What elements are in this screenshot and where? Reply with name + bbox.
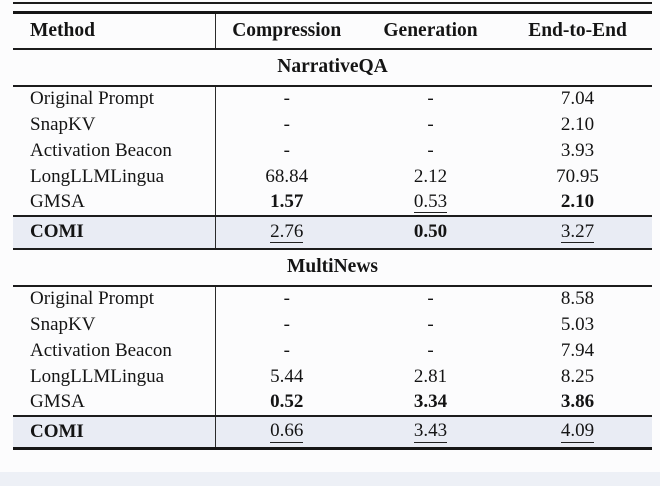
column-header-generation: Generation: [358, 11, 503, 50]
comi-highlight-row: COMI 0.66 3.43 4.09: [13, 415, 652, 450]
page-bottom-margin: [0, 472, 660, 486]
table-row: GMSA 0.52 3.34 3.86: [13, 389, 652, 417]
compression-value: -: [283, 88, 290, 109]
table-row: LongLLMLingua 5.44 2.81 8.25: [13, 363, 652, 390]
method-name: COMI: [30, 221, 84, 242]
end-to-end-value: 2.10: [560, 113, 595, 135]
table-row: Original Prompt - - 7.04: [13, 85, 652, 112]
generation-value: -: [427, 88, 434, 109]
generation-value: -: [427, 288, 434, 309]
compression-value: -: [283, 288, 290, 309]
table-row: GMSA 1.57 0.53 2.10: [13, 189, 652, 217]
generation-value: 0.50: [413, 221, 448, 242]
generation-value: 2.81: [413, 365, 448, 387]
end-to-end-value: 8.58: [560, 288, 595, 309]
generation-value: -: [427, 139, 434, 161]
end-to-end-value: 3.27: [560, 220, 595, 244]
table-row: Activation Beacon - - 7.94: [13, 337, 652, 364]
column-header-method: Method: [13, 11, 216, 50]
method-name: SnapKV: [30, 313, 96, 335]
method-name: LongLLMLingua: [30, 165, 165, 187]
section-title: MultiNews: [13, 248, 652, 287]
end-to-end-value: 3.93: [560, 139, 595, 161]
compression-value: 5.44: [270, 365, 304, 387]
generation-value: 3.34: [413, 391, 448, 412]
compression-value: 2.76: [270, 220, 304, 244]
column-header-end-to-end: End-to-End: [503, 11, 652, 50]
end-to-end-value: 70.95: [556, 165, 599, 187]
compression-value: 68.84: [265, 165, 309, 187]
section-title: NarrativeQA: [13, 48, 652, 87]
section-header-multinews: MultiNews: [13, 248, 652, 287]
method-name: COMI: [30, 420, 84, 442]
compression-value: -: [283, 339, 290, 361]
end-to-end-value: 4.09: [560, 420, 595, 444]
method-name: SnapKV: [30, 113, 96, 135]
method-name: Original Prompt: [30, 288, 155, 309]
section-header-narrativeqa: NarrativeQA: [13, 48, 652, 87]
end-to-end-value: 5.03: [560, 313, 595, 335]
method-name: GMSA: [30, 191, 85, 212]
table-row: Original Prompt - - 8.58: [13, 285, 652, 312]
table-header-row: Method Compression Generation End-to-End: [13, 11, 652, 50]
compression-value: 1.57: [270, 191, 304, 212]
column-header-compression: Compression: [215, 11, 358, 50]
end-to-end-value: 8.25: [560, 365, 595, 387]
results-table: Method Compression Generation End-to-End…: [13, 11, 652, 450]
method-name: LongLLMLingua: [30, 365, 165, 387]
table-row: LongLLMLingua 68.84 2.12 70.95: [13, 163, 652, 190]
compression-value: 0.52: [270, 391, 304, 412]
method-name: Activation Beacon: [30, 139, 172, 161]
comi-highlight-row: COMI 2.76 0.50 3.27: [13, 215, 652, 250]
end-to-end-value: 7.94: [560, 339, 595, 361]
generation-value: 0.53: [413, 190, 448, 214]
end-to-end-value: 3.86: [560, 391, 595, 412]
top-thin-rule: [13, 2, 652, 4]
generation-value: 3.43: [413, 420, 448, 444]
compression-value: -: [283, 313, 290, 335]
table-row: SnapKV - - 5.03: [13, 311, 652, 338]
compression-value: -: [283, 113, 290, 135]
end-to-end-value: 2.10: [560, 191, 595, 212]
generation-value: 2.12: [413, 165, 448, 187]
method-name: Original Prompt: [30, 88, 155, 109]
generation-value: -: [427, 313, 434, 335]
table-row: Activation Beacon - - 3.93: [13, 137, 652, 164]
table-row: SnapKV - - 2.10: [13, 111, 652, 138]
end-to-end-value: 7.04: [560, 88, 595, 109]
method-name: GMSA: [30, 391, 85, 412]
generation-value: -: [427, 113, 434, 135]
compression-value: 0.66: [270, 420, 304, 444]
compression-value: -: [283, 139, 290, 161]
method-name: Activation Beacon: [30, 339, 172, 361]
generation-value: -: [427, 339, 434, 361]
